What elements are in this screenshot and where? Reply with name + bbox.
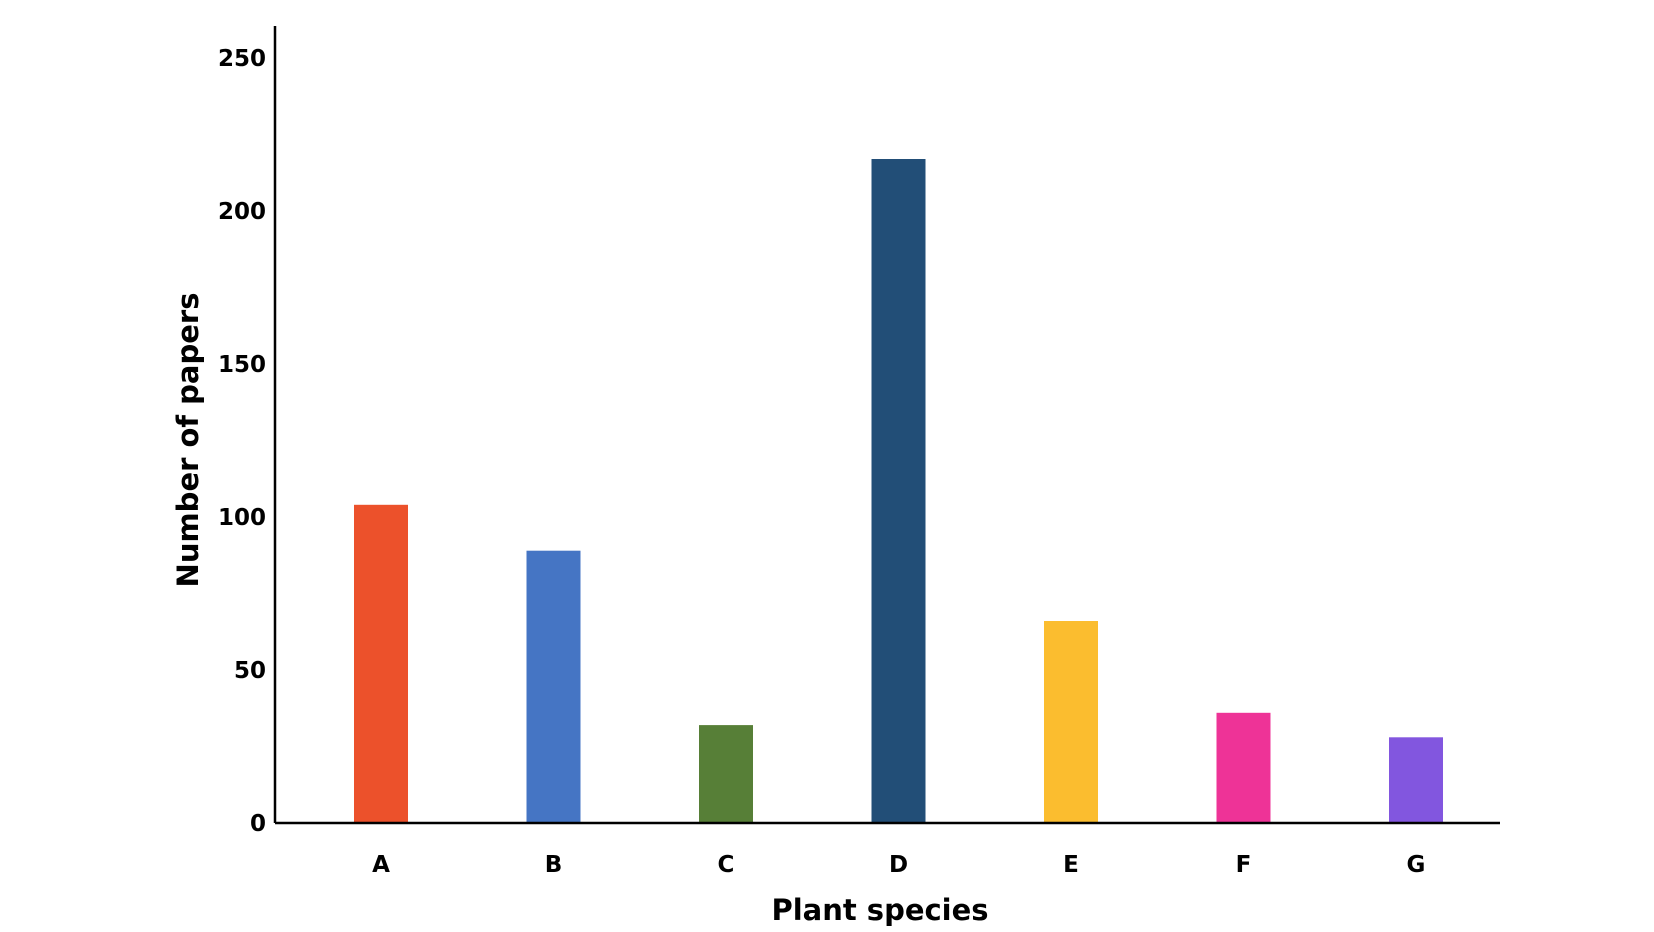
bars-group: [354, 159, 1443, 823]
bar-b: [526, 550, 581, 823]
x-tick-label-d: D: [889, 852, 908, 878]
bar-c: [699, 725, 753, 823]
bar-a: [354, 504, 408, 823]
x-tick-label-c: C: [718, 852, 735, 878]
y-axis-title: Number of papers: [171, 293, 205, 588]
bar-d: [871, 159, 926, 823]
x-tick-label-a: A: [372, 852, 390, 878]
y-tick-label-200: 200: [218, 199, 266, 225]
y-tick-label-50: 50: [234, 658, 266, 684]
y-tick-label-150: 150: [218, 352, 266, 378]
y-tick-labels: 0 50 100 150 200 250: [218, 46, 266, 837]
y-tick-label-0: 0: [250, 811, 266, 837]
x-tick-label-e: E: [1063, 852, 1079, 878]
x-tick-label-f: F: [1236, 852, 1252, 878]
x-tick-labels: A B C D E F G: [372, 852, 1425, 878]
y-tick-label-250: 250: [218, 46, 266, 72]
bar-g: [1389, 737, 1443, 823]
bar-f: [1216, 712, 1271, 823]
x-tick-label-b: B: [545, 852, 563, 878]
x-tick-label-g: G: [1407, 852, 1426, 878]
bar-e: [1044, 621, 1098, 823]
y-tick-label-100: 100: [218, 505, 266, 531]
x-axis-title: Plant species: [771, 893, 988, 927]
